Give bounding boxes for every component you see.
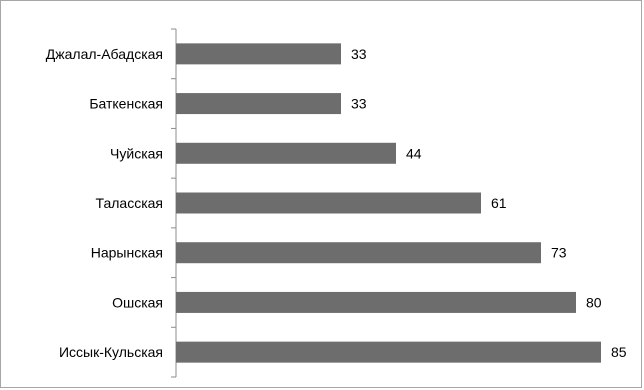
category-labels: Джалал-Абадская Баткенская Чуйская Таласска… — [46, 46, 163, 360]
value-labels: 33 33 44 61 73 80 85 — [351, 46, 627, 360]
value-label: 85 — [611, 344, 627, 360]
bars-group — [176, 43, 601, 363]
y-axis-ticks — [171, 28, 176, 378]
category-label: Таласская — [96, 195, 163, 211]
value-label: 33 — [351, 46, 367, 62]
value-label: 33 — [351, 96, 367, 112]
bar — [176, 142, 396, 164]
bar — [176, 291, 576, 313]
bar — [176, 43, 341, 65]
bar — [176, 192, 481, 214]
value-label: 61 — [491, 195, 507, 211]
category-label: Баткенская — [89, 96, 163, 112]
bar — [176, 341, 601, 363]
bar — [176, 242, 541, 264]
category-label: Нарынская — [91, 245, 163, 261]
value-label: 80 — [586, 294, 602, 310]
category-label: Ошская — [112, 294, 163, 310]
category-label: Иссык-Кульская — [59, 344, 163, 360]
category-label: Джалал-Абадская — [46, 46, 163, 62]
value-label: 44 — [406, 145, 422, 161]
category-label: Чуйская — [110, 145, 163, 161]
bar — [176, 93, 341, 115]
value-label: 73 — [551, 245, 567, 261]
